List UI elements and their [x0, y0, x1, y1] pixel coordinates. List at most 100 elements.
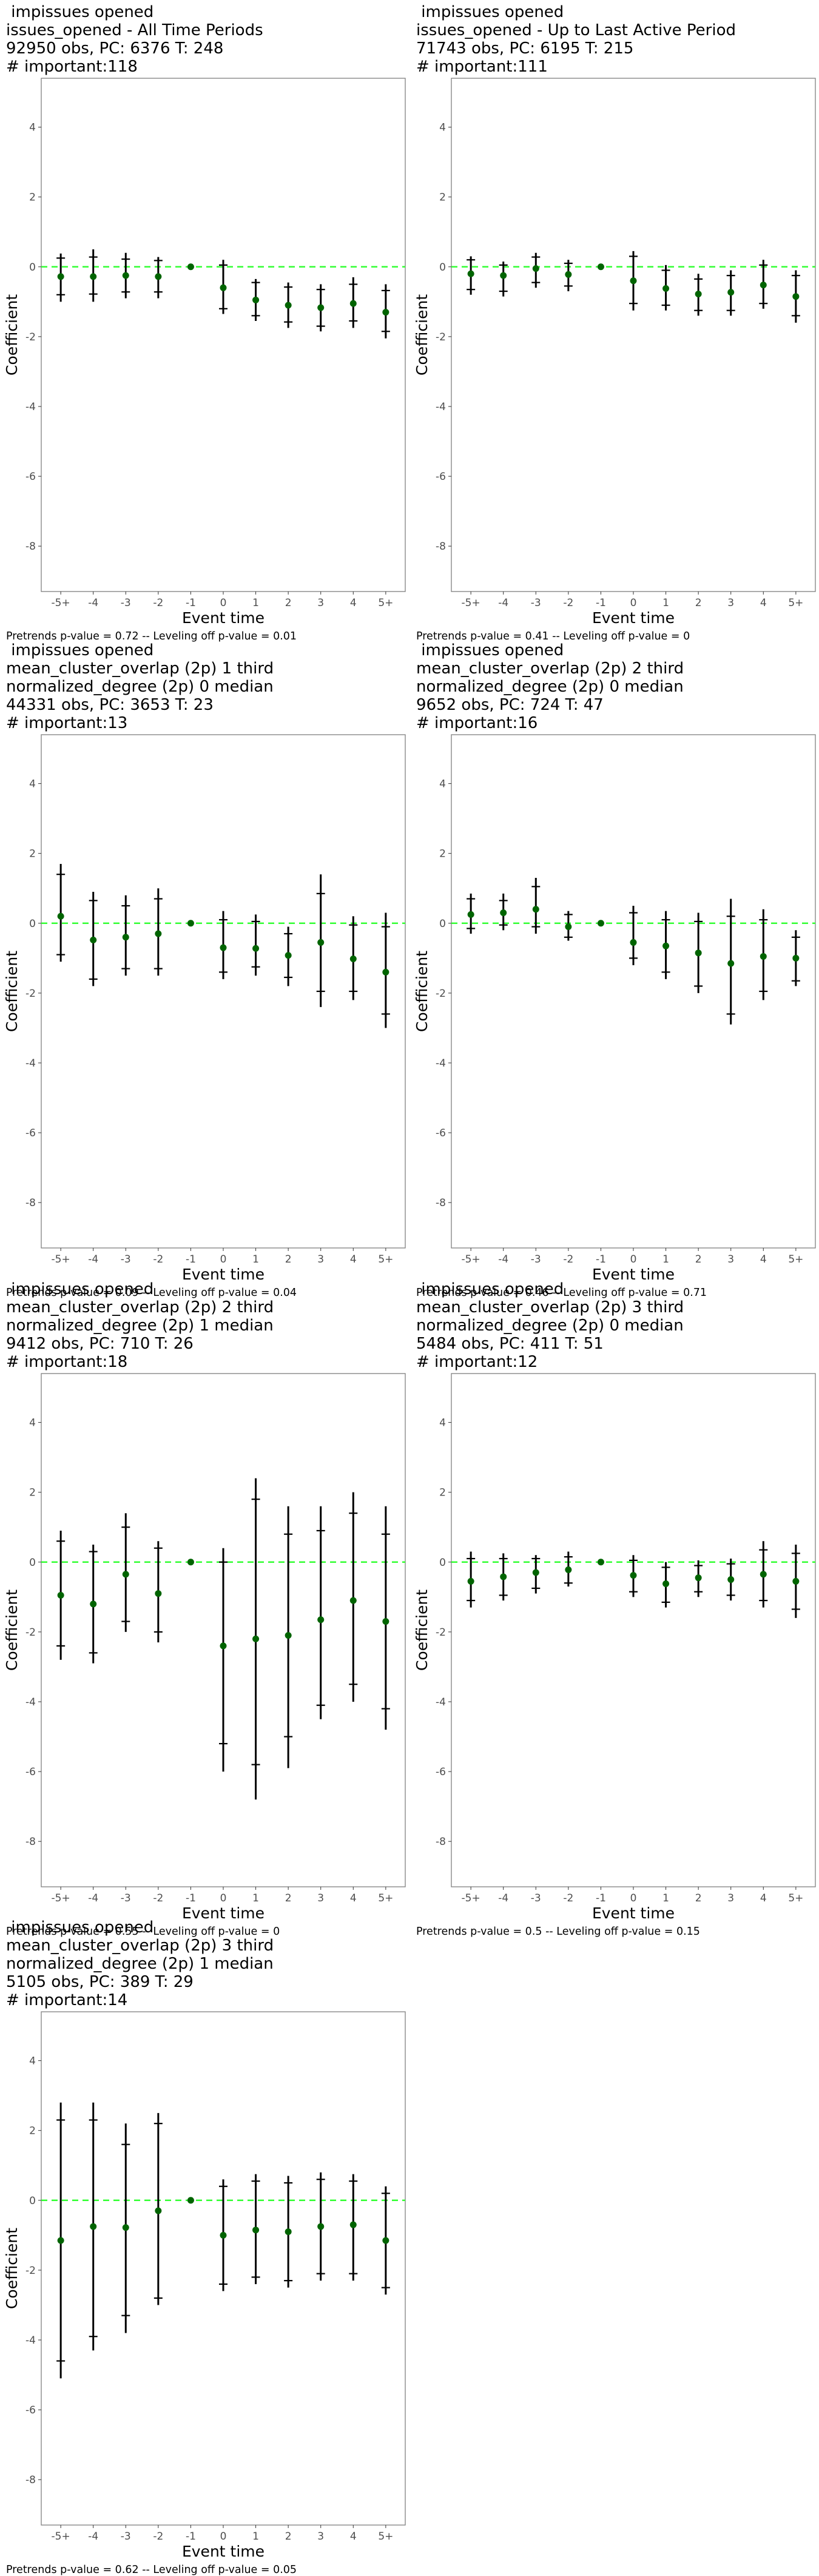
y-tick-label: -4 [25, 401, 36, 413]
coefficient-point [695, 291, 702, 298]
y-tick-label: -8 [25, 2474, 36, 2486]
x-tick-label: -2 [153, 597, 163, 609]
y-axis-title: Coefficient [413, 1590, 431, 1671]
coefficient-point [792, 293, 800, 300]
panel-title-line: mean_cluster_overlap (2p) 3 third [6, 1937, 274, 1955]
coefficient-point [382, 309, 389, 316]
event-study-panel: impissues opened issues_opened - Up to La… [413, 3, 819, 642]
coefficient-point [285, 302, 292, 309]
coefficient-point [467, 1577, 474, 1585]
x-tick-label: 3 [727, 1253, 734, 1266]
panel-title: impissues opened mean_cluster_overlap (2p… [6, 1918, 274, 2009]
y-tick-label: 0 [29, 261, 36, 274]
x-tick-label: -5+ [462, 1892, 480, 1904]
coefficient-point [317, 1616, 325, 1623]
coefficient-plot: -8 -6 -4 -2 0 2 4 -5+ -4 -3 -2 -1 0 1 2 3 4 5+ Event time C… [3, 2011, 406, 2560]
x-tick-label: -1 [186, 1253, 196, 1266]
y-tick-label: -8 [25, 541, 36, 553]
panel-title-line: mean_cluster_overlap (2p) 3 third [416, 1298, 684, 1317]
panel-title-line: impissues opened [6, 1918, 154, 1937]
x-tick-label: 4 [760, 1253, 767, 1266]
x-tick-label: 3 [317, 1253, 324, 1266]
coefficient-point [349, 955, 357, 962]
x-tick-label: -5+ [52, 2530, 70, 2543]
x-tick-label: 0 [630, 1253, 637, 1266]
coefficient-point [760, 282, 767, 289]
coefficient-point [57, 912, 64, 920]
x-tick-label: 4 [760, 597, 767, 609]
x-tick-label: -2 [563, 1253, 573, 1266]
panel-title-line: impissues opened [416, 641, 564, 659]
coefficient-point [285, 2228, 292, 2236]
y-axis-title: Coefficient [413, 951, 431, 1032]
plot-frame [41, 78, 406, 592]
event-study-panel: impissues opened mean_cluster_overlap (2p… [3, 1918, 410, 2576]
panel-title-line: normalized_degree (2p) 0 median [416, 678, 684, 696]
panel-title-line: normalized_degree (2p) 0 median [416, 1317, 684, 1335]
y-tick-label: 4 [29, 778, 36, 791]
coefficient-point [122, 1571, 129, 1578]
event-study-panel: impissues opened mean_cluster_overlap (2p… [3, 641, 410, 1299]
coefficient-point [285, 1632, 292, 1639]
coefficient-point [220, 944, 227, 951]
panel-title-line: mean_cluster_overlap (2p) 2 third [416, 659, 684, 678]
x-tick-label: 1 [252, 2530, 259, 2543]
coefficient-plot: -8 -6 -4 -2 0 2 4 -5+ -4 -3 -2 -1 0 1 2 3 4 5+ Event time C… [413, 1373, 816, 1922]
x-tick-label: 4 [350, 597, 357, 609]
coefficient-point [285, 952, 292, 959]
y-tick-label: 2 [29, 1487, 36, 1499]
coefficient-point [317, 304, 325, 311]
x-tick-label: 3 [317, 2530, 324, 2543]
x-tick-label: 5+ [378, 1892, 393, 1904]
x-tick-label: 5+ [788, 1892, 803, 1904]
x-tick-label: -2 [153, 2530, 163, 2543]
x-tick-label: 5+ [378, 1253, 393, 1266]
x-tick-label: -1 [186, 1892, 196, 1904]
coefficient-point [500, 272, 507, 279]
coefficient-point [662, 942, 670, 949]
coefficient-point [760, 953, 767, 960]
x-tick-label: -3 [121, 1253, 131, 1266]
coefficient-point [630, 1572, 637, 1579]
y-tick-label: 2 [439, 1487, 446, 1499]
x-tick-label: 2 [695, 1892, 702, 1904]
y-tick-label: -6 [436, 1766, 446, 1778]
y-tick-label: -2 [436, 988, 446, 1000]
y-tick-label: -2 [436, 1627, 446, 1639]
x-tick-label: 3 [317, 597, 324, 609]
y-tick-label: -8 [436, 1836, 446, 1848]
p-value-footer: Pretrends p-value = 0.5 -- Leveling off … [416, 1926, 700, 1938]
x-tick-label: 2 [285, 2530, 292, 2543]
coefficient-point [252, 945, 260, 952]
x-axis-title: Event time [592, 609, 675, 627]
x-tick-label: -2 [153, 1892, 163, 1904]
x-tick-label: 5+ [788, 597, 803, 609]
x-axis-title: Event time [592, 1266, 675, 1283]
coefficient-point [155, 2207, 162, 2214]
x-tick-label: -3 [121, 597, 131, 609]
y-tick-label: 4 [439, 122, 446, 134]
coefficient-point [122, 2224, 129, 2231]
y-tick-label: -6 [25, 2404, 36, 2416]
coefficient-point [57, 1591, 64, 1599]
panel-title-line: # important:14 [6, 1991, 128, 2009]
event-study-panel: impissues opened mean_cluster_overlap (2p… [413, 1280, 819, 1938]
y-tick-label: -8 [25, 1836, 36, 1848]
x-tick-label: -5+ [462, 1253, 480, 1266]
coefficient-point [122, 272, 129, 279]
coefficient-plot: -8 -6 -4 -2 0 2 4 -5+ -4 -3 -2 -1 0 1 2 3 4 5+ Event time C… [3, 78, 406, 627]
coefficient-point [317, 2223, 325, 2230]
x-tick-label: 2 [285, 597, 292, 609]
x-tick-label: -5+ [52, 1892, 70, 1904]
x-tick-label: -5+ [52, 1253, 70, 1266]
x-tick-label: 5+ [788, 1253, 803, 1266]
panel-title-line: # important:118 [6, 58, 138, 76]
y-tick-label: 0 [29, 918, 36, 930]
x-tick-label: 1 [252, 597, 259, 609]
coefficient-point [467, 270, 474, 277]
coefficient-point [662, 1580, 670, 1587]
coefficient-point [565, 271, 572, 278]
panel-title-line: # important:111 [416, 58, 548, 76]
y-tick-label: 0 [439, 918, 446, 930]
coefficient-point [467, 911, 474, 918]
